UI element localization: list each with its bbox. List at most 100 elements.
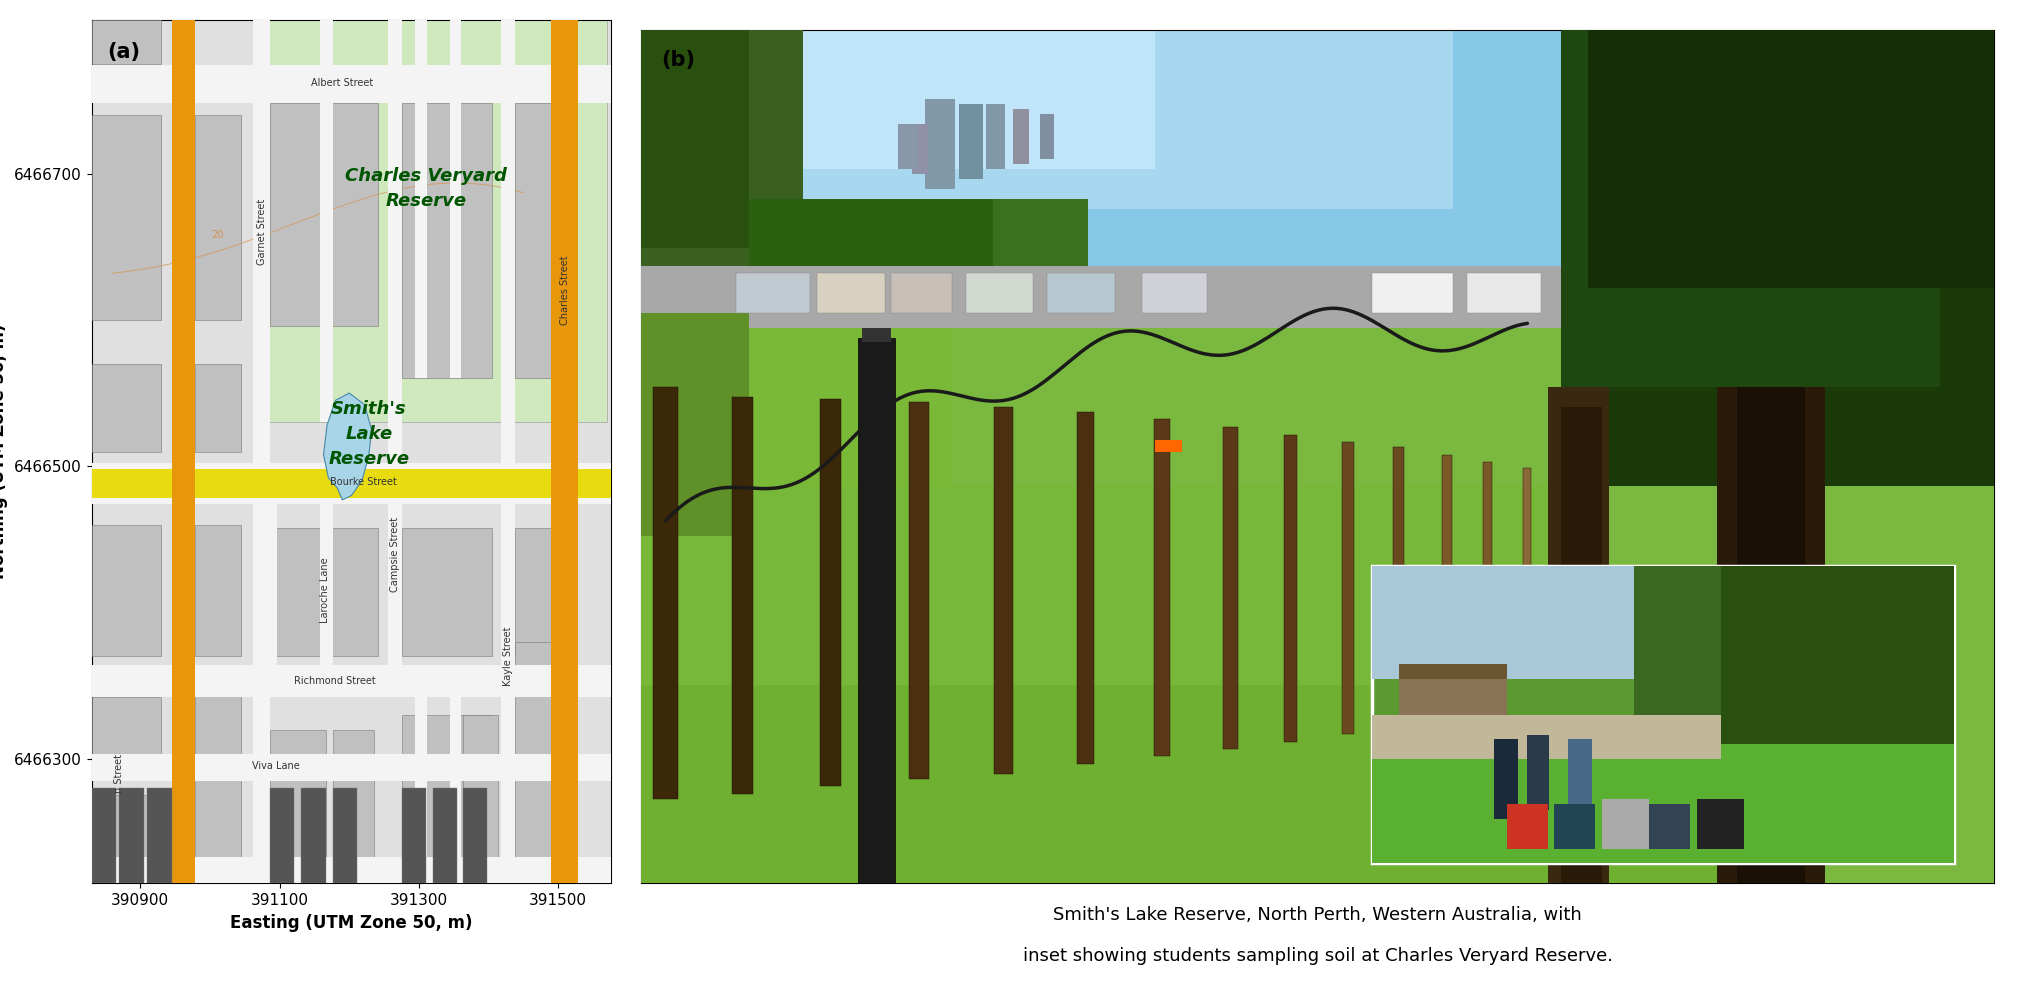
- Bar: [332, 730, 374, 883]
- Bar: [1634, 566, 1954, 774]
- Bar: [1398, 664, 1508, 679]
- Bar: [92, 463, 610, 504]
- Bar: [1484, 461, 1492, 710]
- Bar: [1479, 276, 1500, 325]
- Bar: [1994, 286, 2035, 332]
- Bar: [195, 115, 240, 320]
- Bar: [1589, 286, 1632, 327]
- Bar: [1561, 407, 1602, 883]
- Bar: [910, 402, 930, 779]
- Bar: [1528, 281, 1543, 326]
- Bar: [252, 20, 271, 883]
- Bar: [1555, 803, 1595, 848]
- Bar: [1372, 566, 1954, 863]
- Bar: [195, 364, 240, 452]
- Bar: [450, 679, 462, 883]
- Bar: [816, 273, 885, 312]
- Bar: [195, 469, 551, 498]
- Bar: [1540, 281, 1555, 326]
- Bar: [92, 698, 161, 758]
- Bar: [92, 20, 161, 64]
- Bar: [641, 266, 712, 317]
- Bar: [515, 104, 551, 378]
- Bar: [1427, 276, 1445, 324]
- Bar: [1013, 110, 1030, 164]
- Bar: [1372, 276, 1390, 323]
- Bar: [1577, 281, 1589, 327]
- Bar: [1718, 268, 1825, 883]
- Bar: [1372, 566, 1954, 679]
- Bar: [1516, 281, 1530, 326]
- Bar: [515, 528, 551, 657]
- Bar: [401, 788, 425, 883]
- Bar: [1390, 276, 1408, 324]
- Bar: [1504, 281, 1518, 326]
- Bar: [387, 0, 401, 698]
- Bar: [641, 685, 1724, 883]
- Bar: [1284, 435, 1298, 743]
- Bar: [173, 463, 195, 504]
- Bar: [1372, 273, 1453, 312]
- Bar: [1093, 266, 1162, 321]
- Text: Campsie Street: Campsie Street: [391, 516, 401, 592]
- Bar: [967, 273, 1034, 312]
- Bar: [462, 715, 499, 883]
- Bar: [1372, 715, 1722, 759]
- Bar: [926, 100, 954, 189]
- Bar: [515, 642, 551, 883]
- Bar: [415, 679, 427, 883]
- Bar: [1398, 670, 1508, 715]
- Bar: [1243, 266, 1313, 322]
- Bar: [92, 666, 610, 698]
- Bar: [1319, 266, 1388, 322]
- Bar: [1549, 387, 1608, 883]
- Bar: [1602, 798, 1648, 848]
- Bar: [271, 528, 379, 657]
- Bar: [737, 273, 810, 312]
- Bar: [1561, 30, 1939, 387]
- Bar: [1168, 266, 1237, 321]
- Bar: [173, 20, 195, 883]
- Bar: [733, 397, 753, 794]
- Bar: [319, 20, 332, 422]
- Bar: [1335, 276, 1355, 323]
- Bar: [271, 730, 326, 883]
- Bar: [891, 273, 952, 312]
- Bar: [401, 528, 492, 657]
- Bar: [1589, 30, 1994, 287]
- Bar: [1648, 803, 1689, 848]
- Y-axis label: Northing (UTM Zone 50, m): Northing (UTM Zone 50, m): [0, 323, 8, 580]
- Bar: [1467, 273, 1540, 312]
- Bar: [641, 30, 804, 297]
- Bar: [271, 104, 379, 325]
- Bar: [1813, 286, 1858, 330]
- Bar: [749, 199, 993, 278]
- Bar: [1394, 447, 1404, 725]
- X-axis label: Easting (UTM Zone 50, m): Easting (UTM Zone 50, m): [230, 913, 472, 931]
- Text: Bourke Street: Bourke Street: [330, 477, 397, 487]
- Bar: [462, 788, 486, 883]
- Bar: [147, 788, 171, 883]
- Bar: [1156, 440, 1182, 452]
- Bar: [1553, 281, 1565, 327]
- Text: Albert Street: Albert Street: [311, 78, 374, 88]
- Text: Richmond Street: Richmond Street: [295, 677, 376, 687]
- Bar: [551, 20, 578, 883]
- Bar: [301, 788, 326, 883]
- Bar: [433, 788, 458, 883]
- Bar: [641, 266, 1561, 327]
- Bar: [641, 312, 749, 536]
- Bar: [1565, 281, 1577, 327]
- Bar: [1528, 736, 1549, 809]
- Bar: [749, 312, 952, 486]
- Bar: [92, 469, 610, 498]
- Bar: [1040, 115, 1054, 159]
- Bar: [1508, 803, 1549, 848]
- Bar: [271, 788, 295, 883]
- Bar: [1569, 740, 1591, 818]
- Bar: [92, 857, 610, 883]
- Text: (b): (b): [661, 50, 696, 70]
- Bar: [1142, 273, 1207, 312]
- Bar: [857, 337, 895, 883]
- Bar: [401, 104, 492, 378]
